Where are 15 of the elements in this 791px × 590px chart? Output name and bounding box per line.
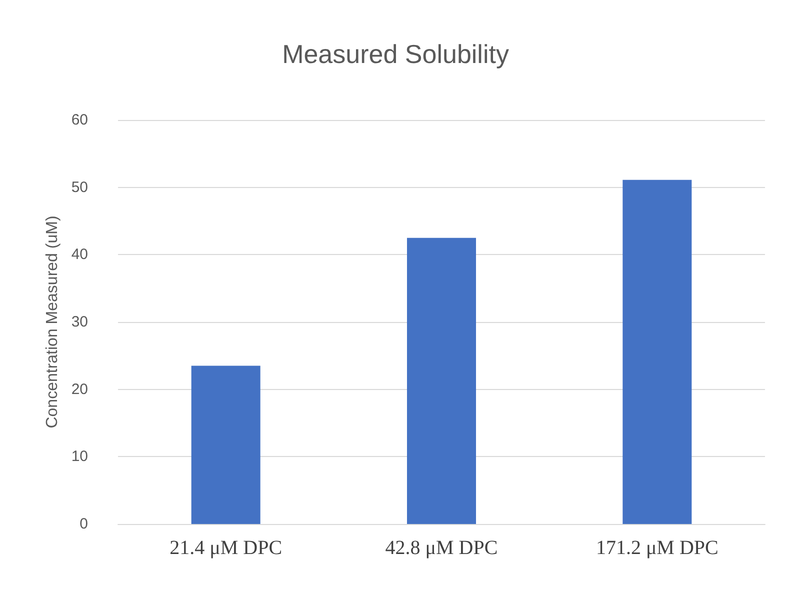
x-tick-label: 21.4 μM DPC	[170, 537, 282, 559]
x-tick-label: 171.2 μM DPC	[596, 537, 718, 559]
y-tick-label: 0	[80, 516, 88, 532]
y-tick-label: 50	[71, 178, 88, 196]
x-tick-label: 42.8 μM DPC	[385, 537, 498, 559]
y-tick-label: 10	[71, 448, 88, 466]
y-tick-label: 30	[71, 314, 88, 330]
bar	[622, 180, 692, 524]
y-axis-title: Concentration Measured (uM)	[44, 216, 61, 428]
bar	[406, 238, 476, 524]
chart-title: Measured Solubility	[282, 39, 509, 69]
bar	[191, 366, 260, 524]
y-tick-label: 60	[71, 112, 88, 128]
y-tick-label: 40	[71, 246, 88, 264]
y-tick-label: 20	[71, 380, 88, 398]
